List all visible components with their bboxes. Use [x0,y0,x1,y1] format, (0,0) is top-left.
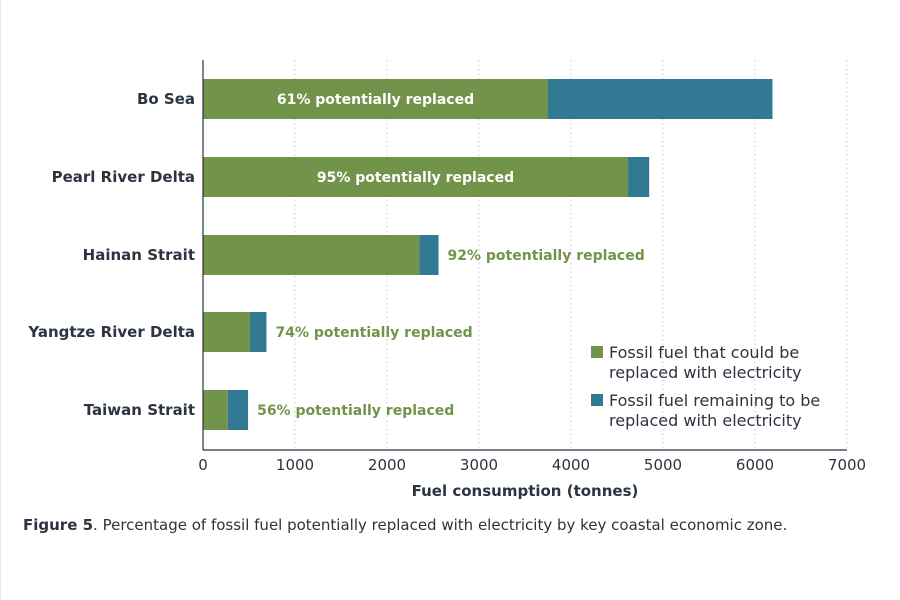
bar-remaining [227,390,249,430]
data-label: 61% potentially replaced [277,92,474,108]
stacked-bar-chart: Bo Sea 61% potentially replaced Pearl Rive… [27,60,866,500]
legend-label: replaced with electricity [609,411,802,430]
x-axis-title: Fuel consumption (tonnes) [412,482,639,500]
bar-remaining [628,157,650,197]
data-label: 56% potentially replaced [257,403,454,419]
category-label: Pearl River Delta [52,168,195,186]
bar-replaceable [203,235,420,275]
data-label: 92% potentially replaced [448,248,645,264]
category-label: Yangtze River Delta [27,323,195,341]
caption-text: . Percentage of fossil fuel potentially … [93,516,788,534]
x-tick-label: 3000 [460,456,498,474]
category-label: Taiwan Strait [84,401,195,419]
caption-label: Figure 5 [23,516,94,534]
category-label: Bo Sea [137,90,195,108]
x-tick-label: 5000 [644,456,682,474]
legend-label: Fossil fuel that could be [609,343,799,362]
legend-swatch-remaining [591,394,603,406]
bar-replaceable [203,79,548,119]
x-tick-label: 6000 [736,456,774,474]
x-tick-label: 0 [198,456,208,474]
bar-remaining [548,79,773,119]
bar-remaining [249,312,267,352]
legend-label: Fossil fuel remaining to be [609,391,820,410]
x-tick-label: 7000 [828,456,866,474]
x-tick-label: 2000 [368,456,406,474]
category-label: Hainan Strait [83,246,195,264]
legend-swatch-replaceable [591,346,603,358]
x-tick-label: 1000 [276,456,314,474]
bar-replaceable [203,390,228,430]
data-label: 95% potentially replaced [317,170,514,186]
data-label: 74% potentially replaced [275,325,472,341]
bar-remaining [419,235,439,275]
x-tick-label: 4000 [552,456,590,474]
legend-label: replaced with electricity [609,363,802,382]
figure-caption: Figure 5. Percentage of fossil fuel pote… [23,516,787,534]
bar-replaceable [203,312,250,352]
bar-replaceable [203,157,629,197]
